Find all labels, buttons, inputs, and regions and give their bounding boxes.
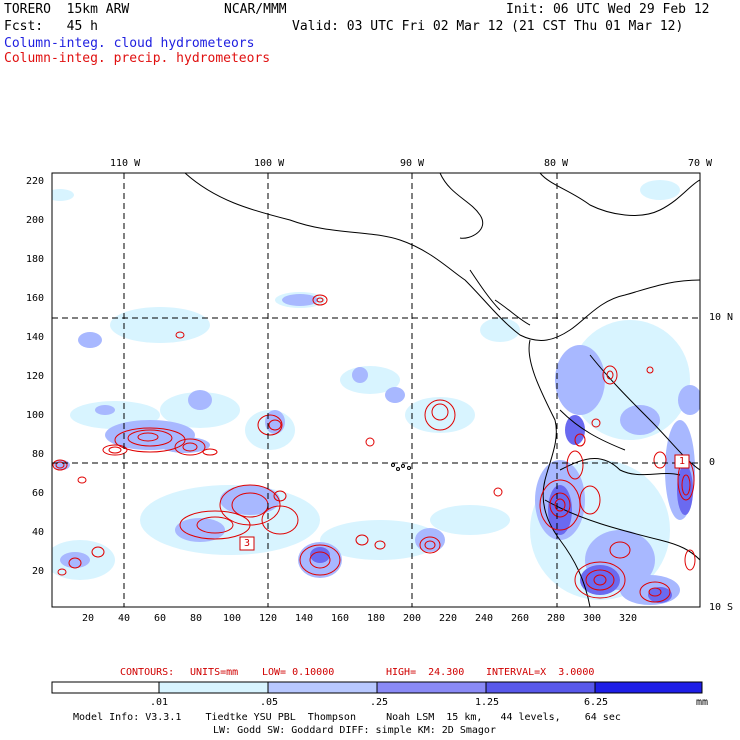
x-tick: 180: [367, 613, 386, 624]
colorbar-label: .05: [260, 697, 279, 708]
y-tick: 80: [32, 449, 45, 460]
model-info-line1: Model Info: V3.3.1 Tiedtke YSU PBL Thomp…: [73, 712, 621, 723]
x-tick: 280: [547, 613, 566, 624]
lon-label-80w: 80 W: [544, 158, 569, 169]
contours-interval: INTERVAL=X 3.0000: [486, 667, 595, 678]
x-tick: 320: [619, 613, 638, 624]
forecast-hour: Fcst: 45 h: [4, 19, 98, 34]
init-time: Init: 06 UTC Wed 29 Feb 12: [506, 2, 710, 17]
y-tick: 180: [26, 254, 45, 265]
field-cloud-title: Column-integ. cloud hydrometeors: [4, 36, 255, 51]
colorbar-unit: mm: [696, 697, 709, 708]
field-precip-title: Column-integ. precip. hydrometeors: [4, 51, 271, 66]
colorbar-label: 6.25: [584, 697, 609, 708]
x-tick: 260: [511, 613, 530, 624]
contours-high: HIGH= 24.300: [386, 667, 465, 678]
x-tick: 120: [259, 613, 278, 624]
precip-contours: [52, 294, 696, 603]
model-name: TORERO 15km ARW: [4, 2, 130, 17]
y-tick: 40: [32, 527, 45, 538]
x-tick: 20: [82, 613, 95, 624]
y-tick: 160: [26, 293, 45, 304]
x-tick: 80: [190, 613, 203, 624]
y-tick: 20: [32, 566, 45, 577]
lon-label-100w: 100 W: [254, 158, 285, 169]
contours-label: CONTOURS:: [120, 667, 175, 678]
y-tick: 100: [26, 410, 45, 421]
y-tick: 140: [26, 332, 45, 343]
map-frame: [51, 172, 701, 608]
colorbar-label: 1.25: [475, 697, 500, 708]
y-tick: 60: [32, 488, 45, 499]
lon-label-110w: 110 W: [110, 158, 141, 169]
colorbar-label: .01: [150, 697, 169, 708]
x-tick: 300: [583, 613, 602, 624]
valid-time: Valid: 03 UTC Fri 02 Mar 12 (21 CST Thu …: [292, 19, 684, 34]
lat-label-10s: 10 S: [709, 602, 734, 613]
x-tick: 60: [154, 613, 167, 624]
lat-label-10n: 10 N: [709, 312, 734, 323]
y-tick: 220: [26, 176, 45, 187]
lon-label-70w: 70 W: [688, 158, 713, 169]
center-name: NCAR/MMM: [224, 2, 287, 17]
x-tick: 220: [439, 613, 458, 624]
lat-label-0: 0: [709, 457, 716, 468]
contours-low: LOW= 0.10000: [262, 667, 335, 678]
y-tick: 120: [26, 371, 45, 382]
x-tick: 40: [118, 613, 131, 624]
box-label-1: 1: [679, 456, 686, 467]
latlon-grid: [52, 173, 700, 607]
lon-label-90w: 90 W: [400, 158, 425, 169]
x-tick: 140: [295, 613, 314, 624]
x-tick: 240: [475, 613, 494, 624]
model-info-line2: LW: Godd SW: Goddard DIFF: simple KM: 2D…: [213, 725, 496, 736]
x-tick: 160: [331, 613, 350, 624]
contours-units: UNITS=mm: [190, 667, 239, 678]
box-label-3: 3: [244, 538, 251, 549]
x-tick: 100: [223, 613, 242, 624]
colorbar-label: .25: [370, 697, 389, 708]
y-tick: 200: [26, 215, 45, 226]
x-tick: 200: [403, 613, 422, 624]
